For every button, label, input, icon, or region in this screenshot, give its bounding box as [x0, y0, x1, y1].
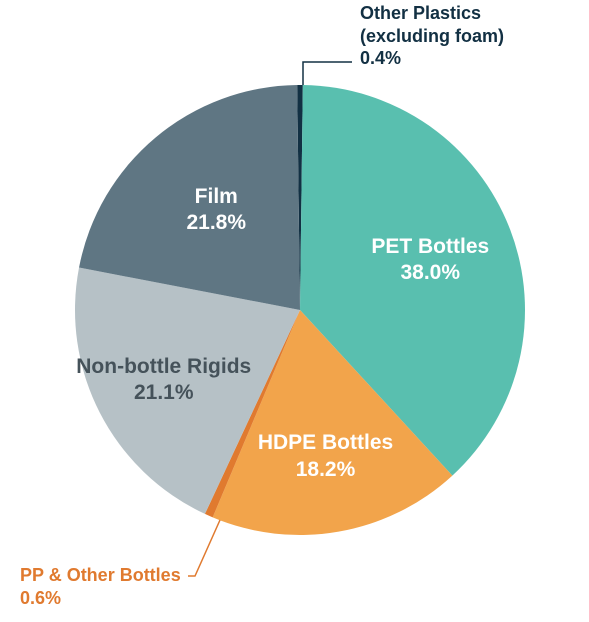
slice-label-pet-bottles: PET Bottles 38.0% — [371, 234, 489, 287]
callout-label-other-plastics: Other Plastics (excluding foam) 0.4% — [360, 2, 504, 70]
callout-line-other-plastics — [303, 62, 352, 85]
slice-label-non-bottle-rigids: Non-bottle Rigids 21.1% — [76, 353, 251, 406]
slice-label-hdpe-bottles: HDPE Bottles 18.2% — [258, 430, 393, 483]
callout-label-pp-other-bottles: PP & Other Bottles 0.6% — [20, 564, 181, 609]
pie-chart: Other Plastics (excluding foam) 0.4% PET … — [0, 0, 589, 622]
pie-svg — [0, 0, 589, 622]
callout-line-pp-other-bottles — [188, 520, 220, 576]
slice-label-film: Film 21.8% — [186, 184, 246, 237]
